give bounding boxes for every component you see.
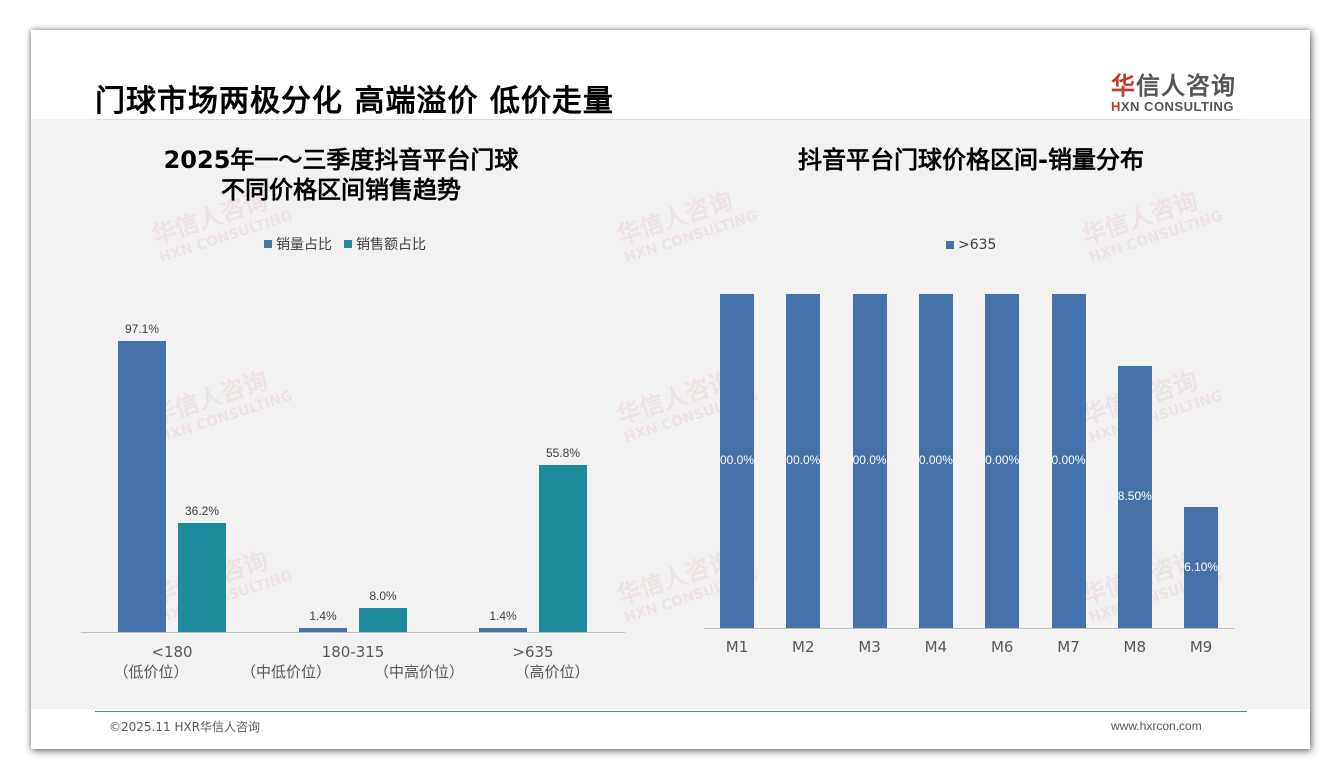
bar-volume-2 [479,627,527,632]
category-sub-label: （低价位） [113,663,189,681]
bar-value-label: 8.0% [369,589,397,603]
bar-value-label: 36.10% [1184,559,1219,574]
legend-label-revenue: 销售额占比 [356,237,426,253]
bar-value-label: 100.0% [786,453,821,467]
page-title: 门球市场两极分化 高端溢价 低价走量 [95,84,614,119]
slide: 门球市场两极分化 高端溢价 低价走量 华信人咨询 HXN CONSULTING … [31,30,1310,749]
bar-value-label: 100.00% [985,453,1020,467]
bar-m1 [720,294,754,628]
footer-copyright: ©2025.11 HXR华信人咨询 [109,720,261,734]
logo-en-accent: H [1111,99,1121,114]
logo-en-rest: XN CONSULTING [1120,99,1235,114]
category-sub-label: （中高价位） [373,663,464,681]
legend-swatch-revenue [344,240,352,248]
bar-volume-1 [299,627,347,632]
left-chart-title-line1: 2025年一～三季度抖音平台门球 [163,146,519,174]
footer-website: www.hxrcon.com [1111,719,1202,733]
bar-m4 [918,294,953,628]
bar-m7 [1051,294,1086,628]
left-chart-legend: 销量占比 销售额占比 [264,234,426,254]
category-label: 180-315 [321,643,385,661]
bar-revenue-2 [539,464,587,632]
bar-value-label: 100.0% [852,453,887,467]
bar-value-label: 78.50% [1117,488,1152,503]
legend-label-volume: 销量占比 [276,237,332,253]
category-label-m8: M8 [1123,638,1147,656]
bar-value-label: 1.4% [489,608,517,623]
left-chart-x-axis [81,632,625,633]
category-sub-label: （高价位） [514,663,590,681]
legend-swatch-volume [264,240,272,248]
logo-cn-rest: 信人咨询 [1136,72,1236,100]
bar-value-label: 55.8% [545,445,581,460]
left-chart-title-line2: 不同价格区间销售趋势 [221,176,461,204]
footer-divider [95,711,1247,712]
logo-en: HXN CONSULTING [1111,99,1236,114]
content-background [31,119,1310,709]
legend-item-635: >635 [946,237,996,253]
bar-value-label: 100.0% [720,453,754,467]
bar-revenue-0 [178,523,226,632]
category-label-m9: M9 [1189,638,1213,656]
bar-m3 [852,294,887,628]
logo: 华信人咨询 HXN CONSULTING [1111,66,1236,114]
category-label-m2: M2 [792,638,815,656]
category-label-m1: M1 [725,638,749,656]
category-label-m7: M7 [1057,638,1080,656]
bar-m8 [1117,365,1152,628]
category-label: <180 [151,643,193,661]
right-chart-title: 抖音平台门球价格区间-销量分布 [798,146,1144,174]
bar-m2 [786,294,821,628]
title-divider [95,119,1241,120]
bar-value-label: 100.00% [918,453,953,467]
legend-item-volume: 销量占比 [264,234,332,254]
bar-value-label: 36.2% [184,504,220,519]
bar-revenue-1 [359,608,407,632]
logo-cn-accent: 华 [1111,72,1136,100]
bar-value-label: 100.00% [1051,453,1086,467]
legend-label-635: >635 [958,237,997,253]
bar-value-label: 1.4% [309,608,337,623]
bar-volume-0 [118,340,166,632]
category-label: >635 [512,643,554,661]
bar-m9 [1184,507,1219,628]
right-chart-x-axis [704,628,1234,629]
logo-cn: 华信人咨询 [1111,66,1236,101]
category-label-m3: M3 [858,638,881,656]
right-chart-legend: >635 [946,237,996,253]
category-label-m4: M4 [924,638,948,656]
bar-value-label: 97.1% [124,321,160,336]
bar-m6 [985,294,1020,628]
category-sub-label: （中低价位） [240,663,331,681]
category-label-m6: M6 [990,638,1014,656]
left-chart-title: 2025年一～三季度抖音平台门球 不同价格区间销售趋势 [101,145,581,205]
legend-swatch-635 [946,241,954,249]
legend-item-revenue: 销售额占比 [344,234,426,254]
